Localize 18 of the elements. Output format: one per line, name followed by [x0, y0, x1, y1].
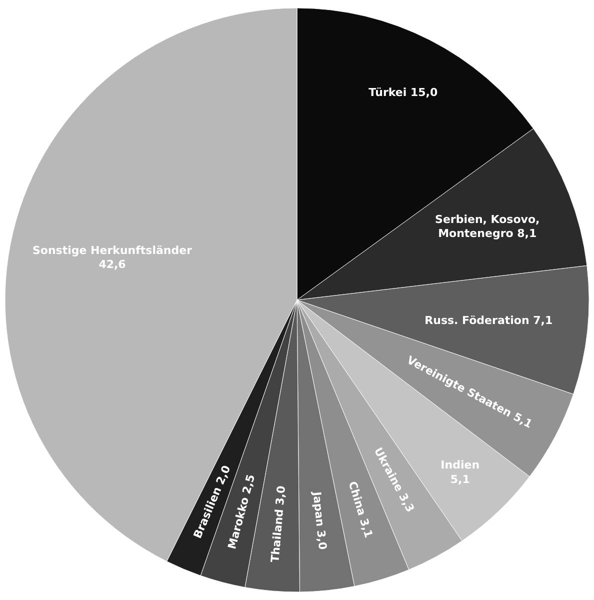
slice-label: Japan — [310, 490, 328, 531]
data-label: 7,1 — [533, 314, 553, 328]
slice-label: Sonstige Herkunftsländer — [32, 244, 193, 257]
data-label: 42,6 — [98, 258, 126, 272]
data-label: 3,1 — [357, 516, 376, 540]
slice-label: Russ. Föderation — [424, 314, 534, 328]
data-label: 3,0 — [273, 484, 288, 506]
data-label: 3,0 — [314, 530, 330, 551]
data-label: 2,0 — [214, 463, 234, 487]
slice-label: Türkei — [368, 86, 410, 99]
data-label: 5,1 — [450, 472, 470, 486]
data-label: 2,5 — [240, 473, 258, 496]
slice-label: Serbien, Kosovo, Montenegro 8,1 — [435, 212, 540, 240]
slice-label: Thailand — [268, 504, 286, 563]
data-label: 15,0 — [410, 86, 438, 99]
data-label: 5,1 — [511, 410, 534, 431]
data-label: 3,3 — [396, 491, 417, 514]
slice-label: Indien — [440, 458, 480, 472]
